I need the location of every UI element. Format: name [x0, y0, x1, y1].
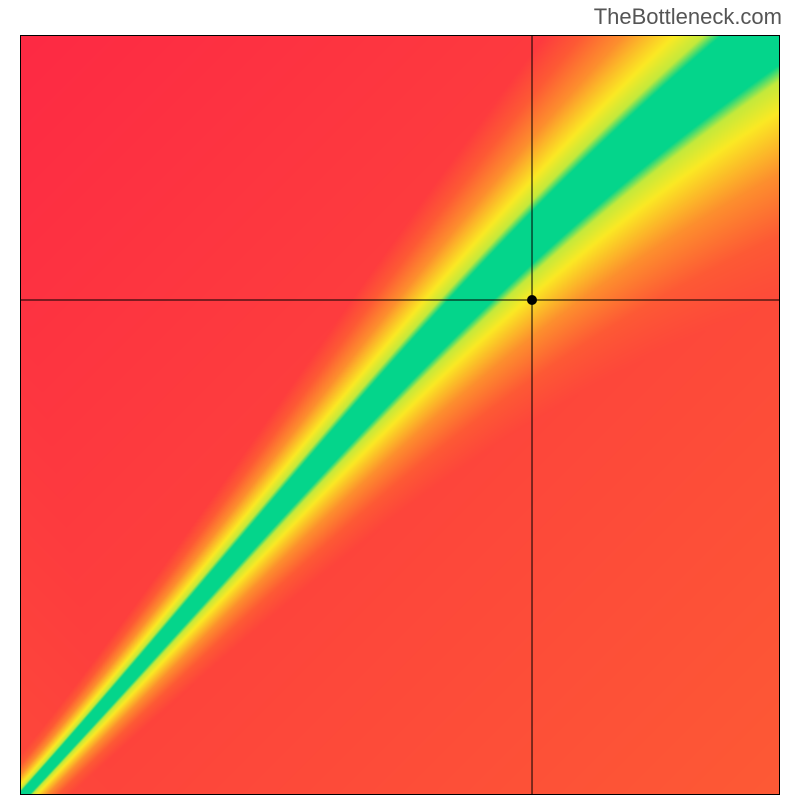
- figure-container: TheBottleneck.com: [0, 0, 800, 800]
- bottleneck-heatmap: [20, 35, 780, 795]
- watermark-text: TheBottleneck.com: [594, 4, 782, 30]
